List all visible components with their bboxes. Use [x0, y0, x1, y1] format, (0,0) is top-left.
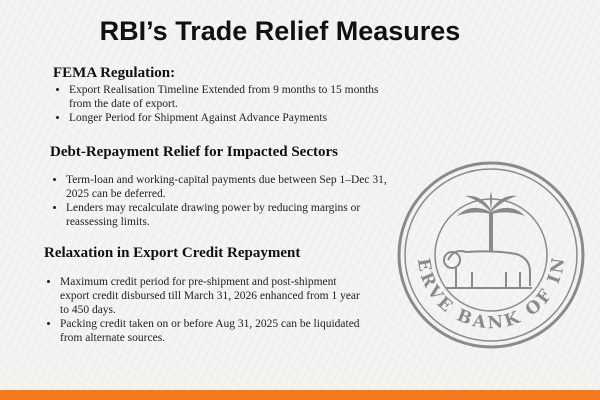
- page-title: RBI’s Trade Relief Measures: [99, 16, 461, 46]
- tiger-icon: [443, 250, 532, 289]
- list-item: Packing credit taken on or before Aug 31…: [60, 317, 364, 345]
- palm-tree-icon: [457, 192, 525, 252]
- section-heading: Debt-Repayment Relief for Impacted Secto…: [50, 144, 338, 160]
- section-heading: FEMA Regulation:: [53, 65, 176, 81]
- section-heading: Relaxation in Export Credit Repayment: [44, 245, 301, 261]
- list-item: Term-loan and working-capital payments d…: [66, 173, 400, 201]
- bullet-list: Term-loan and working-capital payments d…: [50, 173, 400, 229]
- bullet-list: Maximum credit period for pre-shipment a…: [44, 275, 364, 345]
- section-export-credit: Relaxation in Export Credit Repayment Ma…: [44, 245, 364, 345]
- list-item: Lenders may recalculate drawing power by…: [66, 201, 400, 229]
- rbi-seal-logo: RESERVE BANK OF INDIA: [396, 160, 585, 349]
- list-item: Maximum credit period for pre-shipment a…: [60, 275, 364, 317]
- accent-bar: [0, 390, 600, 400]
- list-item: Longer Period for Shipment Against Advan…: [69, 111, 403, 125]
- list-item: Export Realisation Timeline Extended fro…: [69, 83, 403, 111]
- section-fema: FEMA Regulation: Export Realisation Time…: [53, 65, 403, 125]
- bullet-list: Export Realisation Timeline Extended fro…: [53, 83, 403, 125]
- section-debt-repayment: Debt-Repayment Relief for Impacted Secto…: [50, 144, 400, 229]
